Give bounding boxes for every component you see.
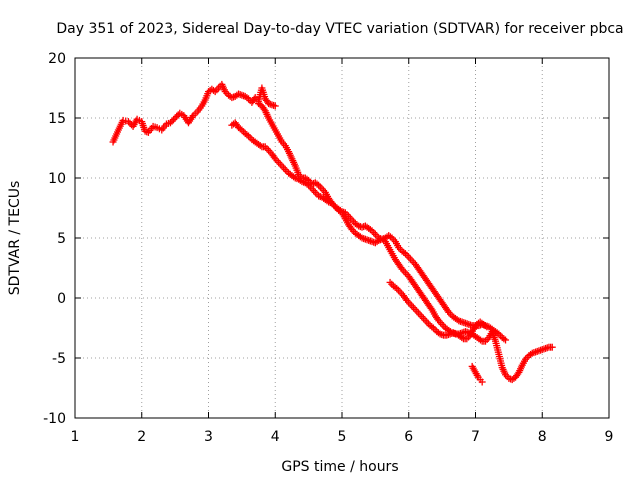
data-point-track-c [477, 336, 485, 344]
data-point-track-c [303, 180, 311, 188]
data-point-track-d [428, 323, 436, 331]
data-point-track-d [391, 283, 399, 291]
data-point-track-a [170, 116, 178, 124]
data-point-track-c [548, 343, 556, 351]
data-point-track-a [271, 102, 279, 110]
data-points [109, 80, 556, 386]
x-tick-label: 4 [271, 429, 280, 445]
x-tick-label: 6 [404, 429, 413, 445]
data-point-track-d [458, 334, 466, 342]
data-point-track-a [243, 94, 251, 102]
x-axis-label: GPS time / hours [281, 459, 398, 475]
data-point-track-d [423, 318, 431, 326]
data-point-track-b [500, 335, 508, 343]
data-point-track-c [243, 131, 251, 139]
data-point-track-d [396, 288, 404, 296]
data-point-track-c [236, 125, 244, 133]
data-point-track-d [406, 300, 414, 308]
y-tick-label: -5 [52, 351, 66, 367]
x-tick-label: 5 [338, 429, 347, 445]
grid-layer [75, 58, 609, 418]
ticks-layer: 1 2 3 4 5 6 7 8 9 -10 -5 0 5 10 15 20 [43, 51, 613, 445]
data-point-track-e [478, 378, 486, 386]
data-point-track-a [173, 112, 181, 120]
data-point-track-d [414, 309, 422, 317]
x-tick-label: 9 [605, 429, 614, 445]
y-axis-label: SDTVAR / TECUs [7, 181, 23, 296]
x-tick-label: 3 [204, 429, 213, 445]
data-point-track-c [256, 142, 264, 150]
data-point-track-a [171, 114, 179, 122]
y-tick-label: 5 [57, 231, 66, 247]
data-point-track-b [502, 336, 510, 344]
y-tick-label: 0 [57, 291, 66, 307]
x-tick-label: 8 [538, 429, 547, 445]
data-point-track-b [493, 329, 501, 337]
data-point-track-b [386, 233, 394, 241]
data-point-track-b [406, 255, 414, 263]
data-point-track-b [400, 248, 408, 256]
data-point-track-c [427, 304, 435, 312]
data-point-track-d [483, 323, 491, 331]
y-tick-label: 15 [48, 111, 66, 127]
x-tick-label: 7 [471, 429, 480, 445]
data-point-track-a [166, 119, 174, 127]
y-tick-label: 20 [48, 51, 66, 67]
data-point-track-b [366, 226, 374, 234]
data-point-track-d [463, 335, 471, 343]
y-tick-label: 10 [48, 171, 66, 187]
chart-title: Day 351 of 2023, Sidereal Day-to-day VTE… [56, 21, 623, 37]
data-point-track-b [313, 180, 321, 188]
data-point-track-a [168, 117, 176, 125]
x-tick-label: 1 [71, 429, 80, 445]
data-point-track-a [124, 118, 132, 126]
y-tick-label: -10 [43, 411, 66, 427]
data-point-track-d [481, 322, 489, 330]
x-tick-label: 2 [137, 429, 146, 445]
